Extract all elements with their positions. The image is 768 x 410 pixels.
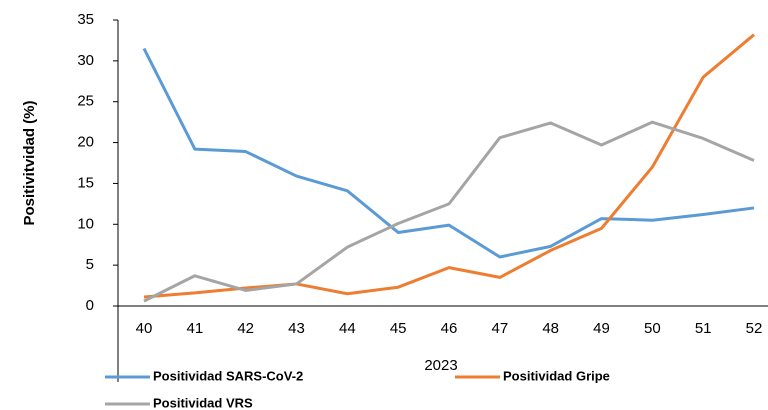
x-tick-label: 42 — [237, 320, 254, 337]
legend-label: Positividad VRS — [153, 395, 253, 410]
y-tick-label: 10 — [77, 215, 94, 232]
legend-label: Positividad SARS-CoV-2 — [153, 368, 303, 383]
x-tick-label: 45 — [390, 320, 407, 337]
y-tick-label: 20 — [77, 134, 94, 151]
y-tick-label: 15 — [77, 174, 94, 191]
y-tick-label: 25 — [77, 93, 94, 110]
y-tick-label: 30 — [77, 52, 94, 69]
y-axis-label: Positivitvidad (%) — [21, 100, 38, 225]
x-tick-label: 52 — [746, 320, 763, 337]
x-tick-label: 48 — [542, 320, 559, 337]
x-tick-label: 47 — [491, 320, 508, 337]
series-line — [143, 120, 755, 303]
x-axis-label: 2023 — [424, 357, 457, 374]
legend-label: Positividad Gripe — [503, 368, 610, 383]
y-tick-label: 0 — [86, 297, 94, 314]
x-tick-label: 44 — [339, 320, 356, 337]
x-tick-label: 46 — [441, 320, 458, 337]
x-tick-label: 50 — [644, 320, 661, 337]
x-tick-label: 51 — [695, 320, 712, 337]
x-tick-label: 49 — [593, 320, 610, 337]
series-line — [142, 47, 755, 259]
y-tick-label: 35 — [77, 11, 94, 28]
x-tick-label: 41 — [186, 320, 203, 337]
x-tick-label: 43 — [288, 320, 305, 337]
x-tick-label: 40 — [136, 320, 153, 337]
y-tick-label: 5 — [86, 256, 94, 273]
series-line — [143, 33, 755, 299]
